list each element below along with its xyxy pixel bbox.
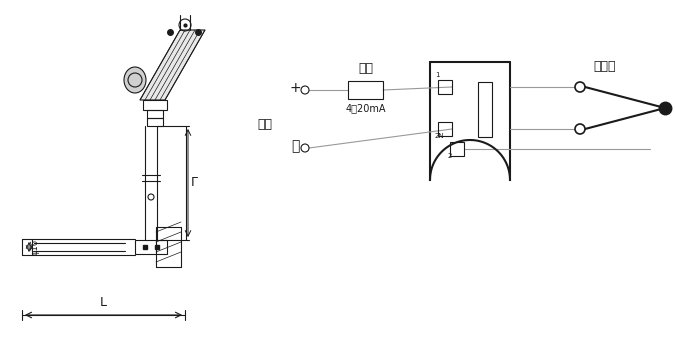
Bar [143,100,167,110]
Text: 热电偶: 热电偶 [594,61,616,74]
Bar [348,81,383,99]
Bar [450,142,464,156]
Text: 2N: 2N [435,133,445,139]
Polygon shape [140,30,205,100]
Text: 电源: 电源 [257,118,273,131]
Text: 4～20mA: 4～20mA [345,103,385,113]
Bar [147,110,163,118]
Text: 负载: 负载 [358,62,373,75]
Text: Γ: Γ [191,176,198,189]
Bar [147,118,163,126]
Ellipse shape [124,67,146,93]
Bar [135,240,167,254]
Text: L: L [100,296,107,309]
Text: 1: 1 [435,72,439,78]
Text: +: + [289,81,301,95]
Circle shape [575,82,585,92]
Bar [438,80,452,94]
Bar [478,82,492,137]
Circle shape [575,124,585,134]
Text: 2-: 2- [448,153,455,159]
Text: φ16: φ16 [31,239,40,255]
Bar [438,122,452,136]
Text: －: － [291,139,299,153]
